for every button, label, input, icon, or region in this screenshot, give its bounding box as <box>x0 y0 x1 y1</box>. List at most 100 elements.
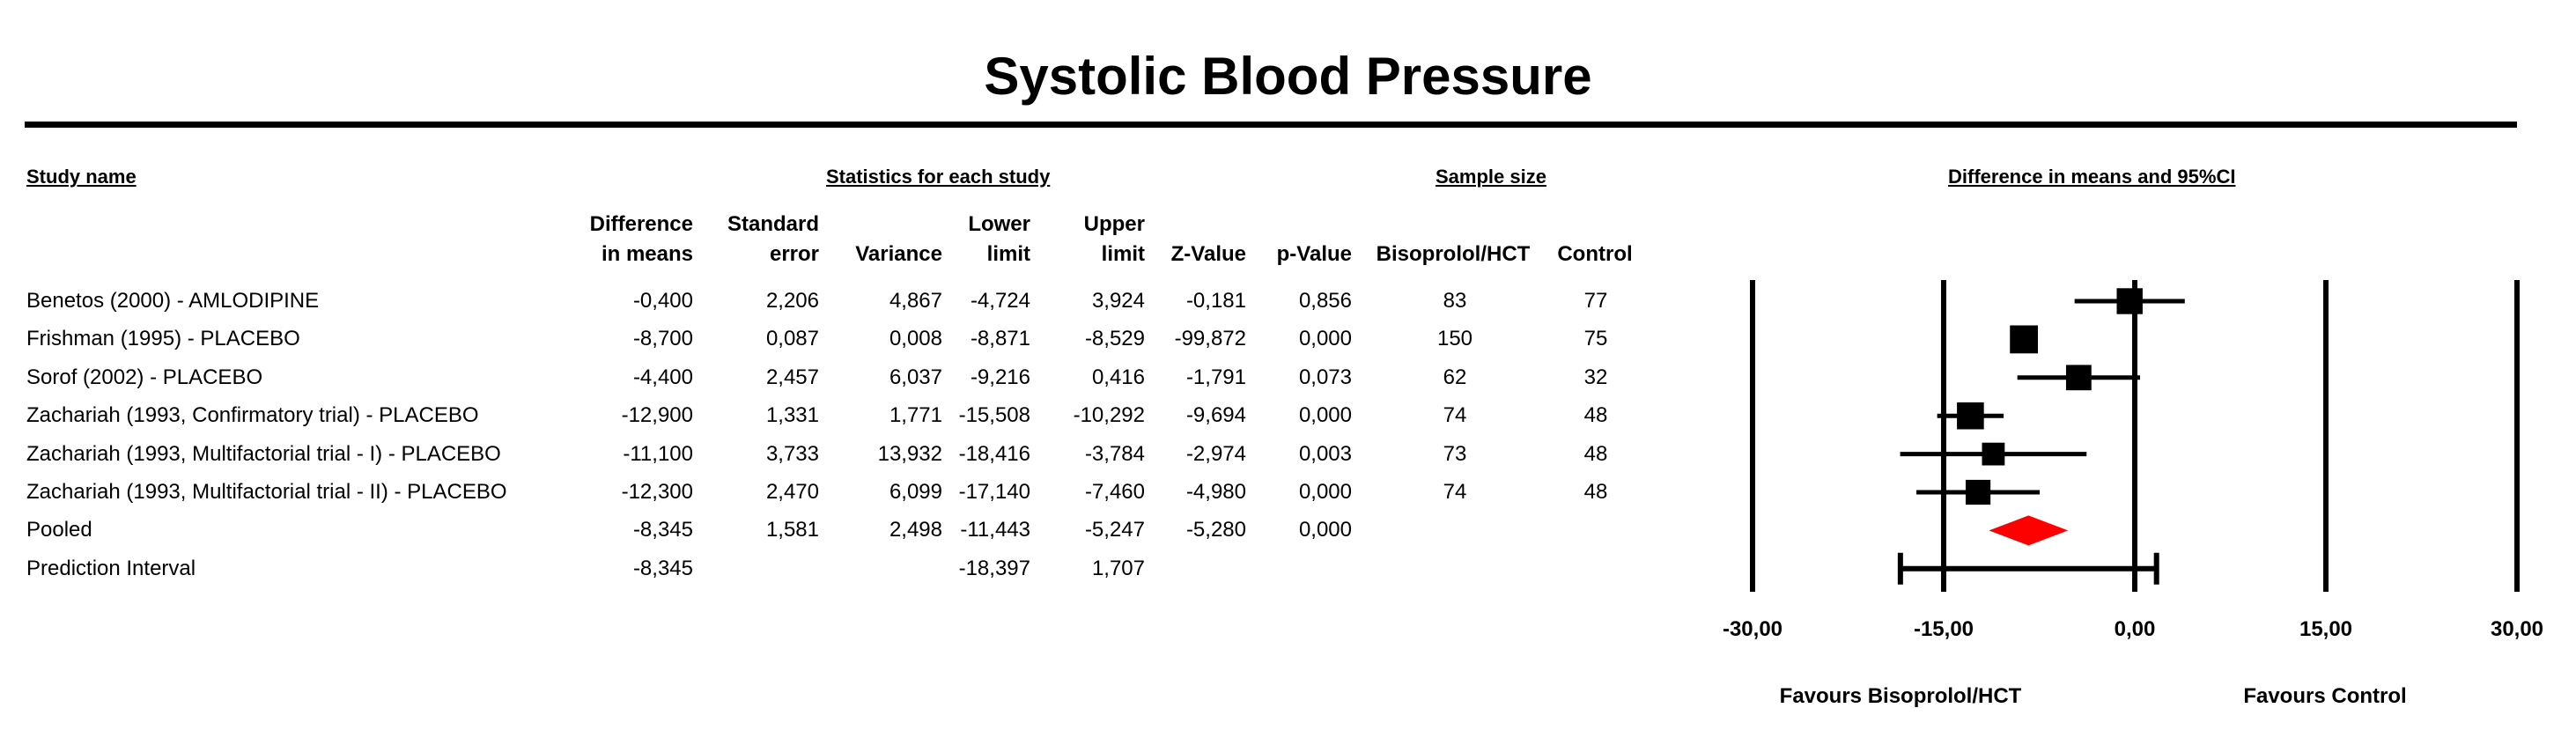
standard-error-cell: 1,331 <box>765 403 819 428</box>
n-control-cell: 48 <box>1583 441 1608 466</box>
study-name-cell: Pooled <box>26 518 92 542</box>
lower-limit-cell: -4,724 <box>970 289 1030 313</box>
study-name-cell: Frishman (1995) - PLACEBO <box>26 327 300 351</box>
x-tick-label: -15,00 <box>1914 617 1974 641</box>
col-diff-header: Difference in means <box>589 212 693 266</box>
col-treat-header: Bisoprolol/HCT <box>1376 242 1531 266</box>
z-value-cell: -4,980 <box>1185 480 1246 504</box>
study-point <box>1957 402 1984 430</box>
upper-limit-cell: -7,460 <box>1084 480 1145 504</box>
n-treat-cell: 83 <box>1443 289 1467 313</box>
n-control-cell: 48 <box>1583 403 1608 428</box>
col-z-header: Z-Value <box>1170 242 1246 266</box>
upper-limit-cell: 1,707 <box>1091 556 1145 580</box>
study-name-header: Study name <box>26 166 137 188</box>
n-control-cell: 48 <box>1583 480 1608 504</box>
standard-error-cell: 2,470 <box>765 480 819 504</box>
p-value-cell: 0,856 <box>1298 289 1352 313</box>
upper-limit-cell: -8,529 <box>1084 327 1145 351</box>
study-name-cell: Prediction Interval <box>26 556 196 580</box>
lower-limit-cell: -8,871 <box>970 327 1030 351</box>
standard-error-cell: 0,087 <box>765 327 819 351</box>
study-name-cell: Benetos (2000) - AMLODIPINE <box>26 289 320 313</box>
x-tick-label: 0,00 <box>2115 617 2156 641</box>
title-rule <box>25 122 2517 128</box>
standard-error-cell: 2,457 <box>765 365 819 389</box>
p-value-cell: 0,073 <box>1298 365 1352 389</box>
study-point <box>1965 479 1991 505</box>
n-treat-cell: 73 <box>1443 441 1467 466</box>
p-value-cell: 0,000 <box>1298 327 1352 351</box>
upper-limit-cell: 0,416 <box>1091 365 1145 389</box>
diff-in-means-cell: -8,345 <box>632 556 693 580</box>
standard-error-cell: 3,733 <box>765 441 819 466</box>
diff-in-means-cell: -8,700 <box>632 327 693 351</box>
col-control-header: Control <box>1557 242 1633 266</box>
diff-in-means-cell: -4,400 <box>632 365 693 389</box>
p-value-cell: 0,000 <box>1298 518 1352 542</box>
variance-cell: 1,771 <box>889 403 942 428</box>
x-tick-label: 30,00 <box>2491 617 2543 641</box>
x-tick-label: -30,00 <box>1723 617 1783 641</box>
lower-limit-cell: -18,416 <box>958 441 1030 466</box>
n-treat-cell: 150 <box>1436 327 1473 351</box>
diff-in-means-cell: -12,300 <box>621 480 693 504</box>
favours-right-label: Favours Control <box>2243 684 2406 708</box>
n-control-cell: 77 <box>1583 289 1608 313</box>
variance-cell: 0,008 <box>889 327 942 351</box>
diff-in-means-cell: -8,345 <box>632 518 693 542</box>
variance-cell: 6,099 <box>889 480 942 504</box>
study-point <box>2116 288 2143 314</box>
study-point <box>2010 325 2039 354</box>
col-p-header: p-Value <box>1276 242 1352 266</box>
variance-cell: 6,037 <box>889 365 942 389</box>
z-value-cell: -5,280 <box>1185 518 1246 542</box>
diff-in-means-cell: -11,100 <box>623 441 693 466</box>
n-control-cell: 32 <box>1583 365 1608 389</box>
z-value-cell: -1,791 <box>1185 365 1246 389</box>
upper-limit-cell: -5,247 <box>1084 518 1145 542</box>
n-treat-cell: 62 <box>1443 365 1467 389</box>
study-name-cell: Sorof (2002) - PLACEBO <box>26 365 263 389</box>
z-value-cell: -9,694 <box>1185 403 1246 428</box>
study-point <box>2065 365 2092 391</box>
standard-error-cell: 2,206 <box>765 289 819 313</box>
variance-cell: 13,932 <box>877 441 942 466</box>
n-control-cell: 75 <box>1583 327 1608 351</box>
sample-size-header: Sample size <box>1436 166 1546 188</box>
lower-limit-cell: -15,508 <box>958 403 1030 428</box>
chart-title: Systolic Blood Pressure <box>984 47 1592 106</box>
study-name-cell: Zachariah (1993, Confirmatory trial) - P… <box>26 403 479 428</box>
z-value-cell: -0,181 <box>1185 289 1246 313</box>
x-tick-label: 15,00 <box>2299 617 2352 641</box>
plot-header: Difference in means and 95%CI <box>1948 166 2236 188</box>
p-value-cell: 0,000 <box>1298 403 1352 428</box>
lower-limit-cell: -9,216 <box>970 365 1030 389</box>
favours-left-label: Favours Bisoprolol/HCT <box>1780 684 2022 708</box>
standard-error-cell: 1,581 <box>765 518 819 542</box>
diff-in-means-cell: -0,400 <box>632 289 693 313</box>
p-value-cell: 0,000 <box>1298 480 1352 504</box>
p-value-cell: 0,003 <box>1298 441 1352 466</box>
upper-limit-cell: 3,924 <box>1091 289 1145 313</box>
study-name-cell: Zachariah (1993, Multifactorial trial - … <box>26 480 507 504</box>
z-value-cell: -2,974 <box>1185 441 1246 466</box>
lower-limit-cell: -18,397 <box>958 556 1030 580</box>
lower-limit-cell: -11,443 <box>960 518 1030 542</box>
col-lower-header: Lower limit <box>968 212 1030 266</box>
n-treat-cell: 74 <box>1443 403 1467 428</box>
col-variance-header: Variance <box>855 242 942 266</box>
n-treat-cell: 74 <box>1443 480 1467 504</box>
diff-in-means-cell: -12,900 <box>621 403 693 428</box>
col-se-header: Standard error <box>727 212 819 266</box>
col-upper-header: Upper limit <box>1083 212 1145 266</box>
study-name-cell: Zachariah (1993, Multifactorial trial - … <box>26 441 501 466</box>
statistics-header: Statistics for each study <box>826 166 1051 188</box>
z-value-cell: -99,872 <box>1174 327 1246 351</box>
variance-cell: 4,867 <box>889 289 942 313</box>
lower-limit-cell: -17,140 <box>958 480 1030 504</box>
pooled-diamond <box>1989 515 2069 546</box>
upper-limit-cell: -3,784 <box>1084 441 1145 466</box>
upper-limit-cell: -10,292 <box>1073 403 1145 428</box>
